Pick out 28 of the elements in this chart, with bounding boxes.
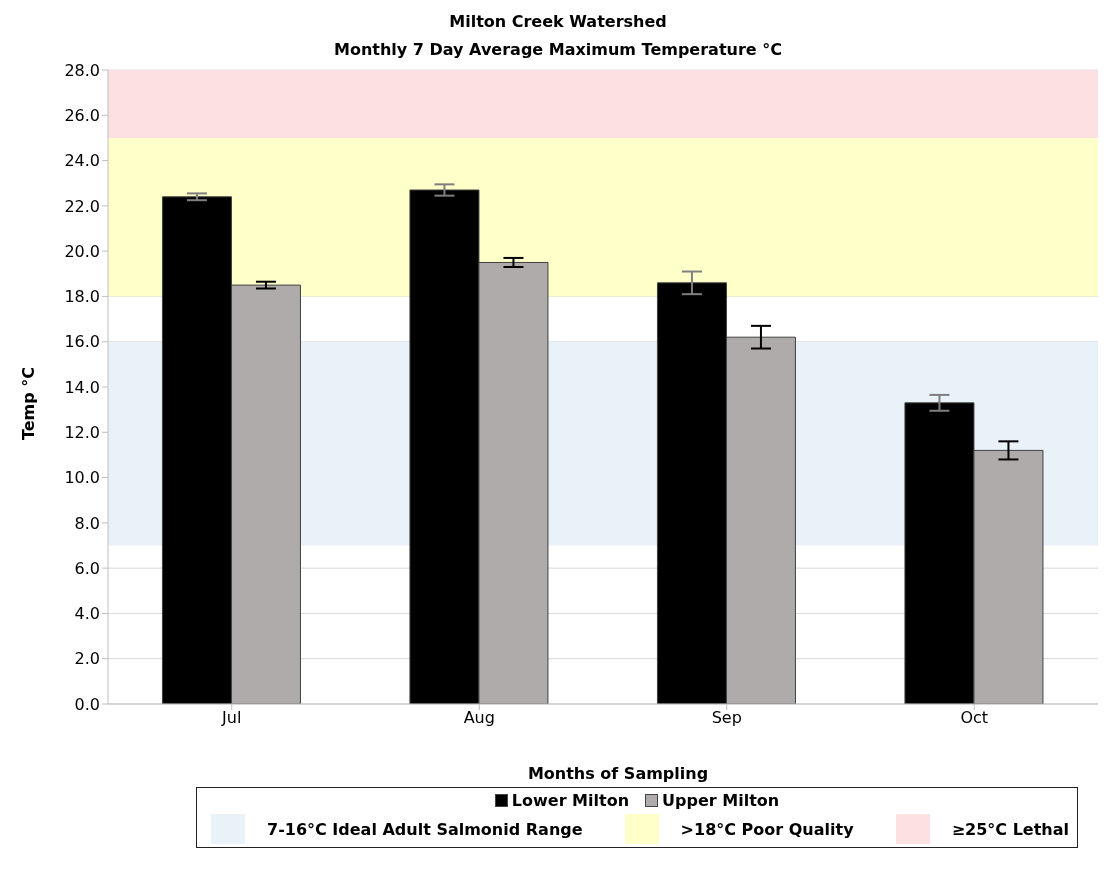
legend-label: >18°C Poor Quality: [679, 818, 854, 841]
y-tick-label: 26.0: [64, 105, 100, 125]
chart-title: Milton Creek Watershed: [448, 11, 668, 33]
y-tick-label: 16.0: [64, 332, 100, 352]
x-tick-label: Oct: [960, 708, 989, 728]
x-tick-label: Jul: [221, 708, 242, 728]
x-tick-label: Sep: [711, 708, 742, 728]
y-tick-label: 18.0: [64, 287, 100, 307]
y-tick-label: 28.0: [64, 60, 100, 80]
y-tick-label: 12.0: [64, 422, 100, 442]
y-tick-label: 10.0: [64, 468, 100, 488]
y-tick-label: 0.0: [74, 694, 100, 714]
legend-label: Lower Milton: [510, 791, 630, 810]
y-tick-label: 24.0: [64, 151, 100, 171]
y-tick-label: 6.0: [74, 558, 100, 578]
legend-label: ≥25°C Lethal: [950, 818, 1069, 841]
y-tick-label: 20.0: [64, 241, 100, 261]
legend-label: Upper Milton: [661, 791, 780, 810]
x-axis-title: Months of Sampling: [526, 764, 710, 783]
y-tick-label: 22.0: [64, 196, 100, 216]
y-tick-label: 4.0: [74, 604, 100, 624]
y-tick-label: 14.0: [64, 377, 100, 397]
y-axis-title: Temp °C: [18, 365, 38, 443]
legend-label: 7-16°C Ideal Adult Salmonid Range: [266, 818, 583, 841]
chart-subtitle: Monthly 7 Day Average Maximum Temperature °C: [334, 40, 782, 59]
y-tick-label: 2.0: [74, 649, 100, 669]
x-tick-label: Aug: [463, 708, 495, 728]
y-tick-label: 8.0: [74, 513, 100, 533]
